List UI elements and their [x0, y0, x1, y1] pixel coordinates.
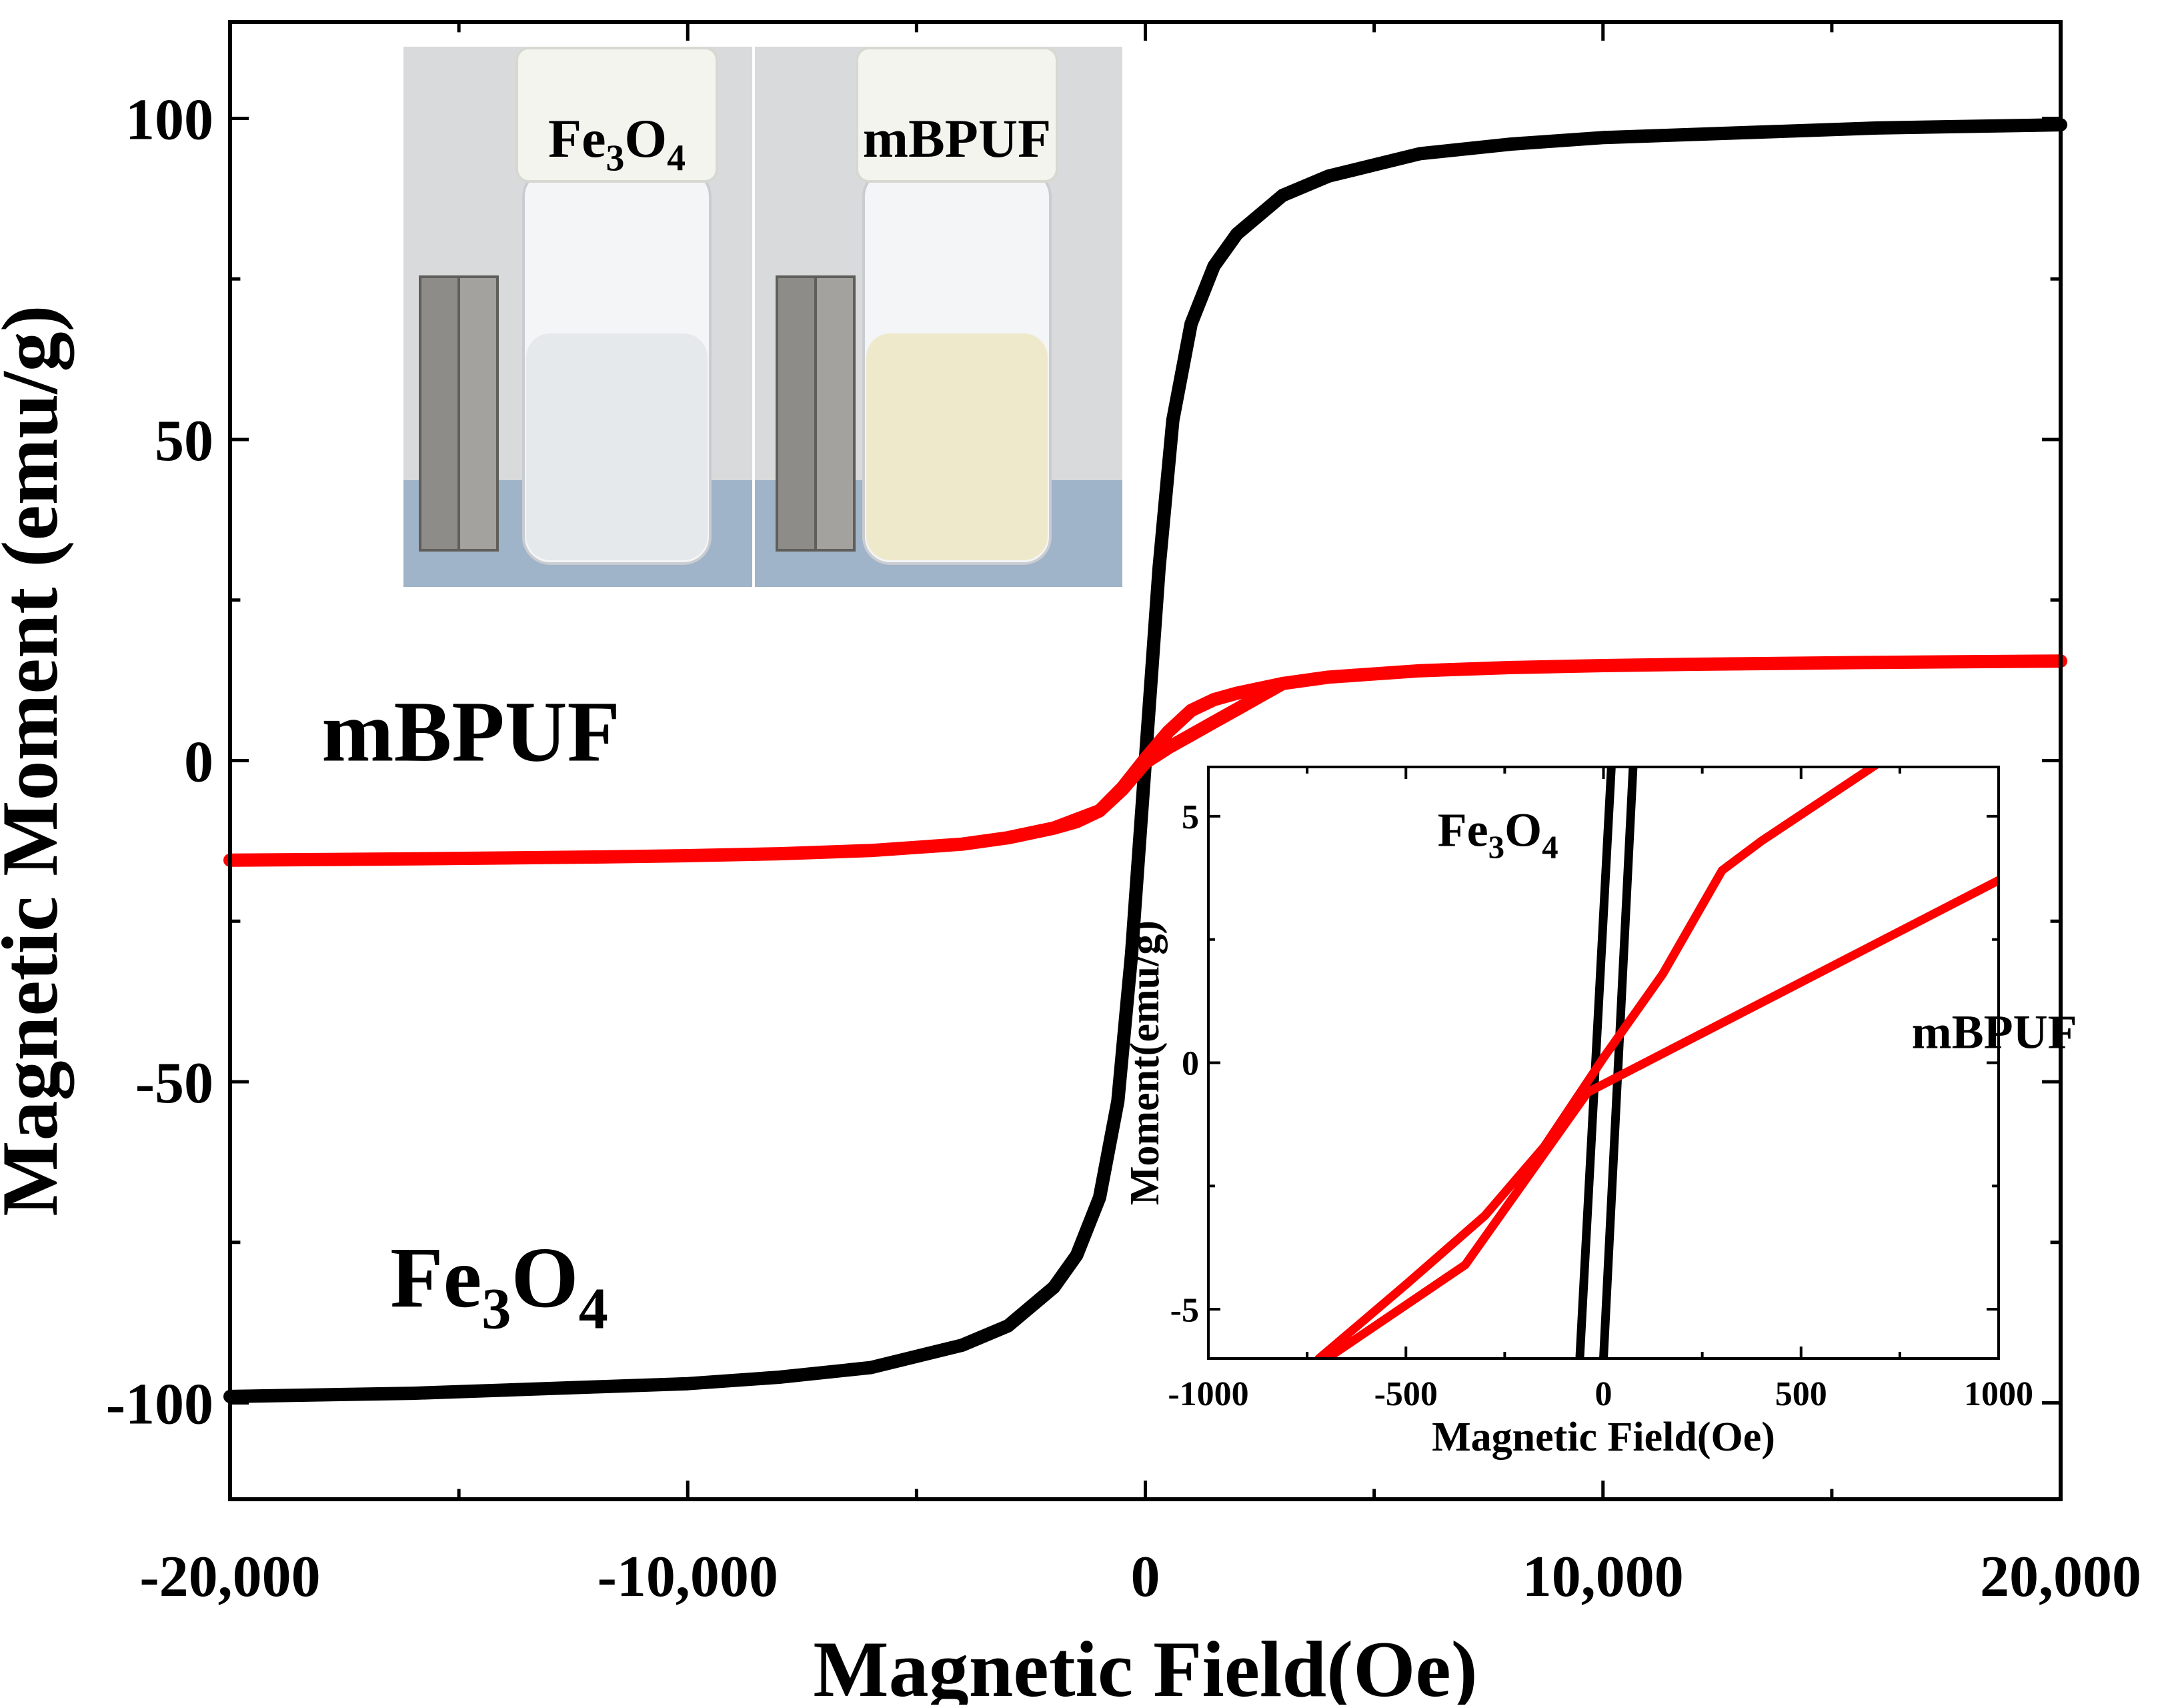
photo-magnet-right-bar-2 — [814, 275, 856, 552]
inset-xtick-label: 0 — [1595, 1375, 1612, 1413]
main-annotation-mbpuf: mBPUF — [321, 684, 620, 780]
photo-vial-right-liquid — [866, 333, 1048, 560]
main-xtick-label: 20,000 — [1980, 1545, 2141, 1609]
inset-ytick-label: -5 — [1170, 1291, 1199, 1329]
inset-plot: -1000 -500 0 500 1000 -5 0 5 Magnetic Field(Oe) M… — [1122, 766, 2077, 1460]
inset-series-mbpuf-line-2 — [1322, 876, 1999, 1359]
main-x-axis-title: Magnetic Field(Oe) — [813, 1625, 1477, 1705]
main-ytick-label: -100 — [106, 1372, 213, 1437]
inset-xtick-label: -500 — [1374, 1375, 1438, 1413]
main-xtick-label: -10,000 — [598, 1545, 778, 1609]
main-ytick-label: 50 — [155, 409, 213, 474]
inset-ytick-label: 5 — [1182, 798, 1199, 836]
main-ytick-label: 100 — [125, 87, 213, 152]
main-series-mbpuf-line-2 — [1001, 676, 1290, 845]
photo-label-mbpuf: mBPUF — [863, 108, 1051, 169]
main-ytick-label: -50 — [135, 1051, 213, 1116]
inset-x-axis-title: Magnetic Field(Oe) — [1432, 1415, 1775, 1460]
main-xtick-label: 0 — [1131, 1545, 1160, 1609]
inset-ytick-label: 0 — [1182, 1045, 1199, 1083]
inset-y-axis-title: Moment(emu/g) — [1122, 920, 1168, 1205]
photo-vial-right-cap — [856, 47, 1058, 183]
inset-xtick-label: -1000 — [1168, 1375, 1248, 1413]
main-series-group — [223, 118, 2067, 1403]
photo-magnet-right-bar-1 — [776, 275, 817, 552]
inset-xtick-label: 1000 — [1964, 1375, 2033, 1413]
main-annotation-fe3o4: Fe3O4 — [390, 1230, 608, 1342]
photo-magnet-left-bar-2 — [457, 275, 499, 552]
main-plot: -20,000 -10,000 0 10,000 20,000-100-50050100… — [0, 20, 2141, 1708]
photo-magnet-left — [419, 275, 499, 552]
inset-series-mbpuf-line-1 — [1314, 767, 1881, 1359]
photo-vial-right — [856, 47, 1058, 565]
photo-vial-left-cap — [515, 47, 718, 183]
photo-vial-left — [515, 47, 718, 565]
inset-annotation-mbpuf: mBPUF — [1912, 1005, 2077, 1058]
photo-inset: Fe3O4 mBPUF — [403, 47, 1122, 587]
photo-label-fe3o4: Fe3O4 — [548, 108, 686, 179]
inset-series-fe3o4-line-2 — [1599, 767, 1638, 1359]
inset-xtick-label: 500 — [1775, 1375, 1827, 1413]
photo-magnet-left-bar-1 — [419, 275, 460, 552]
main-ytick-label: 0 — [184, 730, 213, 794]
photo-vial-left-liquid — [526, 333, 708, 560]
inset-series-group — [1314, 767, 1999, 1359]
photo-magnet-right — [776, 275, 856, 552]
main-xtick-label: 10,000 — [1522, 1545, 1684, 1609]
main-xtick-label: -20,000 — [139, 1545, 320, 1609]
inset-annotation-fe3o4: Fe3O4 — [1438, 803, 1558, 865]
main-y-axis-title: Magnetic Moment (emu/g) — [0, 305, 75, 1216]
